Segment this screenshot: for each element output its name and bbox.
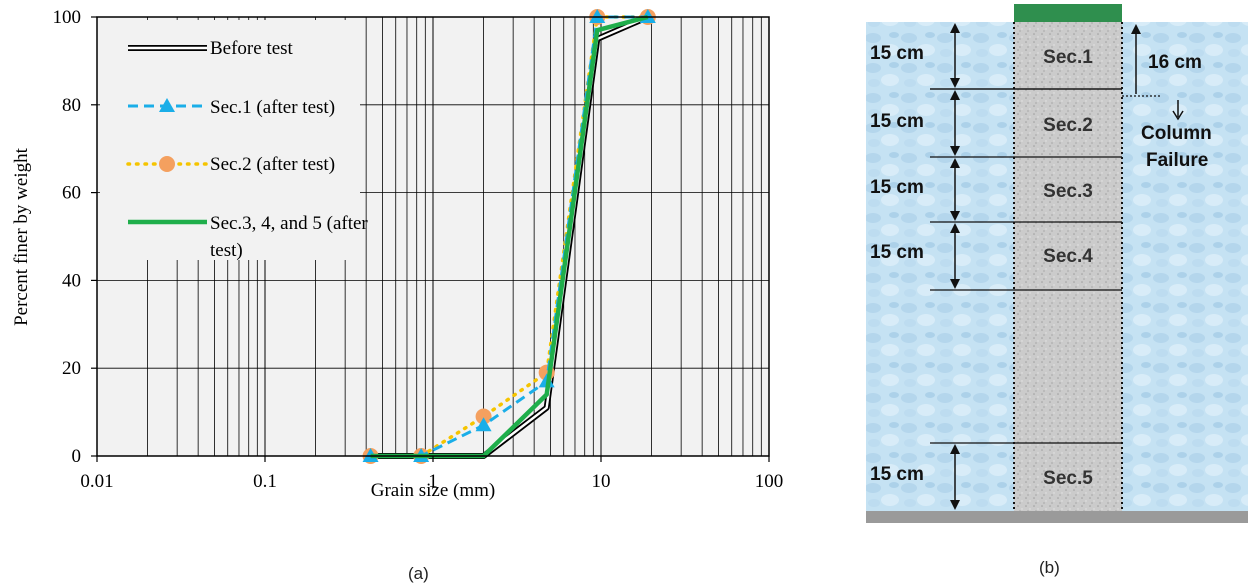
section-markers: 15 cm Sec.1 15 cm Sec.2 15 cm Sec.3 15 cm Sec.4… — [870, 23, 1122, 510]
legend-entry: Sec.2 (after test) — [126, 154, 335, 175]
dimension-arrow-top — [950, 90, 960, 100]
section-label: Sec.1 — [1043, 47, 1093, 68]
dimension-arrow-top — [950, 223, 960, 233]
failure-label-line1: Column — [1141, 123, 1212, 144]
dimension-arrow-top — [950, 158, 960, 168]
section-label: Sec.4 — [1043, 246, 1093, 267]
legend-entry: Sec.1 (after test) — [128, 97, 335, 118]
legend-label: Sec.1 (after test) — [210, 97, 335, 118]
y-tick-label: 40 — [62, 270, 81, 291]
failure-down-arrow-head — [1172, 110, 1184, 121]
dimension-arrow-top — [950, 23, 960, 33]
legend-marker — [159, 98, 175, 112]
data-point — [475, 408, 492, 425]
x-tick-label: 0.1 — [253, 471, 277, 492]
dimension-arrow-bottom — [950, 78, 960, 88]
x-tick-label: 10 — [592, 471, 611, 492]
section-label: Sec.2 — [1043, 115, 1093, 136]
section-label: Sec.3 — [1043, 181, 1093, 202]
y-tick-label: 60 — [62, 183, 81, 204]
section-label: Sec.5 — [1043, 468, 1093, 489]
data-point — [589, 9, 606, 23]
caption-b: (b) — [1039, 558, 1060, 577]
legend: Before test Sec.1 (after test) Sec.2 (afte… — [100, 20, 368, 261]
legend-marker — [159, 156, 175, 172]
column-cap — [1014, 4, 1122, 22]
section-2: 15 cm Sec.2 — [870, 88, 1122, 156]
section-height-label: 15 cm — [870, 111, 924, 132]
legend-entry: Before test — [128, 38, 294, 59]
dimension-arrow-bottom — [950, 279, 960, 289]
dimension-arrow-bottom — [950, 211, 960, 221]
x-tick-label: 1 — [428, 471, 438, 492]
column-base — [866, 511, 1248, 523]
axis-ticks: 0.01 0.1 1 10 100 0 20 40 60 80 100 — [53, 7, 784, 492]
column-diagram: 15 cm Sec.1 15 cm Sec.2 15 cm Sec.3 15 cm Sec.4… — [866, 4, 1248, 523]
dimension-arrow-top — [950, 444, 960, 454]
section-4: 15 cm Sec.4 — [870, 221, 1122, 291]
caption-a: (a) — [408, 564, 429, 583]
failure-label-line2: Failure — [1146, 150, 1208, 171]
dimension-arrow-bottom — [950, 500, 960, 510]
section-5: 15 cm Sec.5 — [870, 442, 1122, 510]
section-height-label: 15 cm — [870, 464, 924, 485]
section-height-label: 15 cm — [870, 43, 924, 64]
section-height-label: 15 cm — [870, 177, 924, 198]
legend-entry: Sec.3, 4, and 5 (after test) — [128, 213, 368, 261]
legend-label: Before test — [210, 38, 294, 59]
legend-label-continued: test) — [210, 240, 243, 261]
y-tick-label: 0 — [72, 446, 82, 467]
y-tick-label: 20 — [62, 358, 81, 379]
x-axis-label: Grain size (mm) — [371, 480, 496, 501]
sand-column — [1014, 22, 1122, 511]
x-tick-label: 100 — [755, 471, 784, 492]
section-3: 15 cm Sec.3 — [870, 156, 1122, 221]
data-point — [475, 417, 492, 432]
y-tick-label: 80 — [62, 95, 81, 116]
grain-size-chart: 0.01 0.1 1 10 100 0 20 40 60 80 100 Before test Sec… — [11, 7, 783, 501]
y-axis-label: Percent finer by weight — [11, 147, 32, 326]
dimension-arrow-bottom — [950, 146, 960, 156]
section-height-label: 15 cm — [870, 242, 924, 263]
legend-label: Sec.2 (after test) — [210, 154, 335, 175]
legend-label: Sec.3, 4, and 5 (after — [210, 213, 368, 234]
x-tick-label: 0.01 — [80, 471, 113, 492]
failure-arrow-head-top — [1131, 24, 1141, 34]
failure-depth-label: 16 cm — [1148, 52, 1202, 73]
y-tick-label: 100 — [53, 7, 82, 28]
